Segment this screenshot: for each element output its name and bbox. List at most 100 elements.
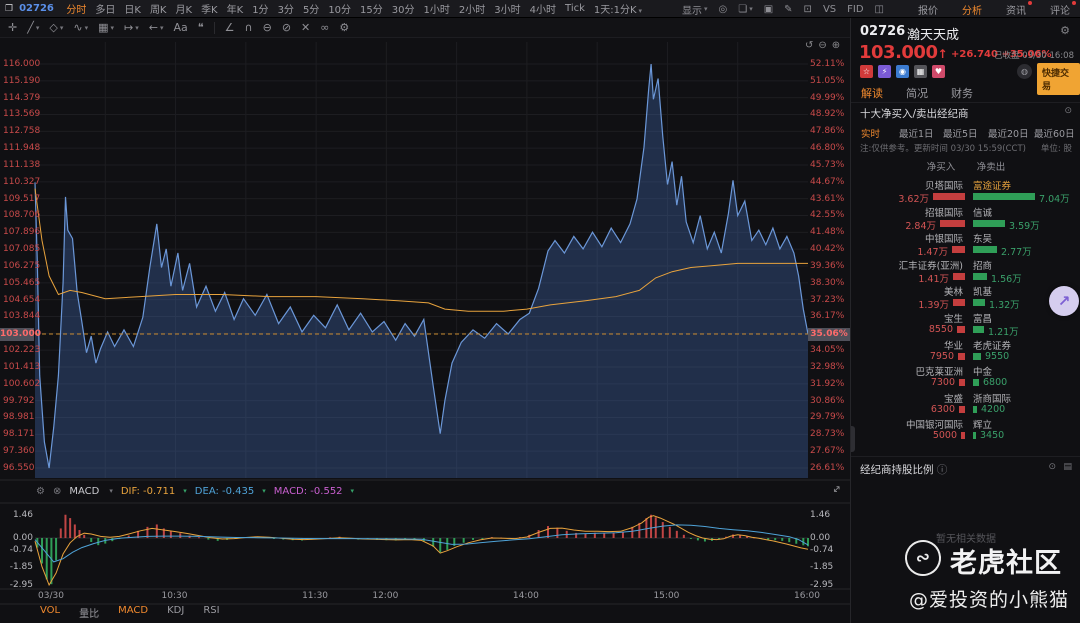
- target-icon[interactable]: ◎: [718, 3, 728, 15]
- timeframe-1小时[interactable]: 1小时: [423, 5, 450, 16]
- period-tab-最近1日[interactable]: 最近1日: [899, 129, 934, 140]
- buy-broker-name[interactable]: 宝盛: [943, 393, 963, 405]
- panel-tab-解读[interactable]: 解读: [861, 87, 883, 100]
- shape-tool-icon[interactable]: ◇ ▾: [49, 21, 64, 34]
- more-icon[interactable]: ⊙: [1048, 462, 1056, 472]
- zoom-out-icon[interactable]: ⊖: [818, 40, 827, 51]
- sidebar-toggle-icon[interactable]: ◫: [874, 3, 884, 15]
- trash-tool-icon[interactable]: ✕: [301, 21, 311, 34]
- pattern-tool-icon[interactable]: ▦ ▾: [98, 21, 114, 34]
- timeframe-年K[interactable]: 年K: [226, 5, 244, 16]
- timeframe-月K[interactable]: 月K: [175, 5, 193, 16]
- sell-broker-name[interactable]: 凯基: [973, 287, 993, 299]
- hide-tool-icon[interactable]: ⊘: [281, 21, 292, 34]
- buy-broker-name[interactable]: 贝塔国际: [924, 181, 963, 192]
- timeframe-4小时[interactable]: 4小时: [529, 5, 557, 16]
- tab-news[interactable]: 资讯: [1006, 0, 1032, 17]
- camera-icon[interactable]: ▣: [763, 3, 774, 15]
- panel-tab-财务[interactable]: 财务: [951, 87, 973, 100]
- note-tool-icon[interactable]: ❝: [197, 21, 204, 34]
- text-tool-icon[interactable]: Aa: [173, 21, 188, 34]
- tab-analysis[interactable]: 分析: [962, 5, 982, 17]
- buy-broker-name[interactable]: 中国银河国际: [905, 420, 963, 432]
- layout-dropdown[interactable]: ❏ ▾: [738, 3, 753, 15]
- sell-broker-name[interactable]: 富昌: [973, 314, 993, 325]
- sell-broker-name[interactable]: 浙商国际: [973, 393, 1012, 405]
- fid-button[interactable]: FID: [847, 3, 864, 15]
- timeframe-30分[interactable]: 30分: [391, 5, 415, 16]
- timeframe-15分[interactable]: 15分: [360, 5, 383, 16]
- timeframe-日K[interactable]: 日K: [124, 5, 141, 16]
- info-icon[interactable]: ⓘ: [936, 464, 948, 476]
- buy-broker-name[interactable]: 巴克莱亚洲: [915, 367, 963, 379]
- display-dropdown[interactable]: 显示 ▾: [681, 5, 708, 17]
- indicator-tab-VOL[interactable]: VOL: [40, 605, 61, 616]
- sell-broker-name[interactable]: 老虎证券: [973, 340, 1012, 352]
- period-tab-实时[interactable]: 实时: [861, 129, 881, 140]
- panel-tab-简况[interactable]: 简况: [906, 87, 928, 100]
- measure-tool-icon[interactable]: ↦ ▾: [124, 21, 139, 34]
- wave-tool-icon[interactable]: ∿ ▾: [73, 21, 89, 34]
- net-sell-value: 3450: [980, 430, 1005, 442]
- period-tab-最近60日[interactable]: 最近60日: [1034, 129, 1075, 140]
- timeframe-3分[interactable]: 3分: [277, 5, 294, 16]
- more-icon[interactable]: ⊙: [1064, 106, 1072, 116]
- timeframe-3小时[interactable]: 3小时: [494, 5, 521, 16]
- sell-broker-name[interactable]: 富途证券: [973, 181, 1012, 192]
- timeframe-Tick[interactable]: Tick: [565, 3, 585, 14]
- timeframe-分时[interactable]: 分时: [66, 5, 87, 16]
- voice-icon[interactable]: ◍: [1017, 64, 1032, 79]
- window-icon[interactable]: ❐: [5, 3, 14, 14]
- tab-comments[interactable]: 评论: [1050, 0, 1076, 17]
- sell-broker-name[interactable]: 招商: [973, 260, 993, 272]
- buy-broker-name[interactable]: 华业: [943, 340, 963, 352]
- vs-button[interactable]: VS: [822, 3, 837, 15]
- indicator-tab-量比[interactable]: 量比: [79, 609, 100, 620]
- price-chart-canvas[interactable]: [0, 0, 850, 623]
- symbol-code[interactable]: 02726: [19, 3, 54, 14]
- arrow-tool-icon[interactable]: ← ▾: [148, 21, 164, 34]
- kline-toggle-icon[interactable]: ▤: [1063, 462, 1072, 472]
- fullscreen-icon[interactable]: ⊡: [803, 3, 812, 15]
- quick-trade-button[interactable]: 快捷交易: [1037, 63, 1080, 95]
- timeframe-多日[interactable]: 多日: [95, 5, 116, 16]
- timeframe-10分[interactable]: 10分: [328, 5, 352, 16]
- kline-period-selector[interactable]: 1天:1分K ▾: [593, 5, 643, 16]
- macd-settings-icon[interactable]: ⚙: [36, 485, 45, 497]
- sell-broker-name[interactable]: 信诚: [973, 207, 993, 219]
- sell-broker-name[interactable]: 中金: [973, 367, 993, 379]
- macd-close-icon[interactable]: ⊗: [52, 485, 62, 497]
- crosshair-tool-icon[interactable]: ✛: [8, 21, 18, 34]
- zoom-in-icon[interactable]: ⊕: [831, 40, 841, 51]
- magnet-tool-icon[interactable]: ∩: [244, 21, 253, 34]
- indicator-tab-KDJ[interactable]: KDJ: [167, 605, 185, 616]
- buy-broker-name[interactable]: 中银国际: [924, 234, 963, 246]
- timeframe-2小时[interactable]: 2小时: [458, 5, 486, 16]
- settings-tool-icon[interactable]: ⚙: [339, 21, 350, 34]
- timeframe-周K[interactable]: 周K: [149, 5, 167, 16]
- link-tool-icon[interactable]: ∞: [320, 21, 330, 34]
- period-tab-最近5日[interactable]: 最近5日: [943, 129, 978, 140]
- angle-tool-icon[interactable]: ∠: [224, 21, 235, 34]
- remove-tool-icon[interactable]: ⊖: [262, 21, 272, 34]
- buy-broker-name[interactable]: 汇丰证券(亚洲): [898, 260, 963, 272]
- indicator-tab-MACD[interactable]: MACD: [118, 605, 149, 616]
- macd-indicator-name[interactable]: MACD: [69, 485, 100, 497]
- pencil-icon[interactable]: ✎: [784, 3, 793, 15]
- share-icon[interactable]: ↗: [1049, 286, 1079, 316]
- panel-collapse-handle[interactable]: [851, 426, 855, 452]
- gear-icon[interactable]: ⚙: [1060, 24, 1070, 37]
- timeframe-1分[interactable]: 1分: [252, 5, 269, 16]
- sell-broker-name[interactable]: 东吴: [973, 234, 993, 246]
- timeframe-季K[interactable]: 季K: [201, 5, 218, 16]
- timeframe-5分[interactable]: 5分: [302, 5, 320, 16]
- indicator-tab-RSI[interactable]: RSI: [203, 605, 220, 616]
- period-tab-最近20日[interactable]: 最近20日: [988, 129, 1029, 140]
- buy-broker-name[interactable]: 美林: [943, 287, 963, 299]
- reset-zoom-icon[interactable]: ↺: [805, 40, 814, 51]
- sell-broker-name[interactable]: 辉立: [973, 420, 993, 432]
- buy-broker-name[interactable]: 宝生: [943, 314, 963, 325]
- buy-broker-name[interactable]: 招银国际: [924, 207, 963, 219]
- tab-quote[interactable]: 报价: [918, 5, 938, 17]
- trendline-tool-icon[interactable]: ╱ ▾: [27, 21, 40, 34]
